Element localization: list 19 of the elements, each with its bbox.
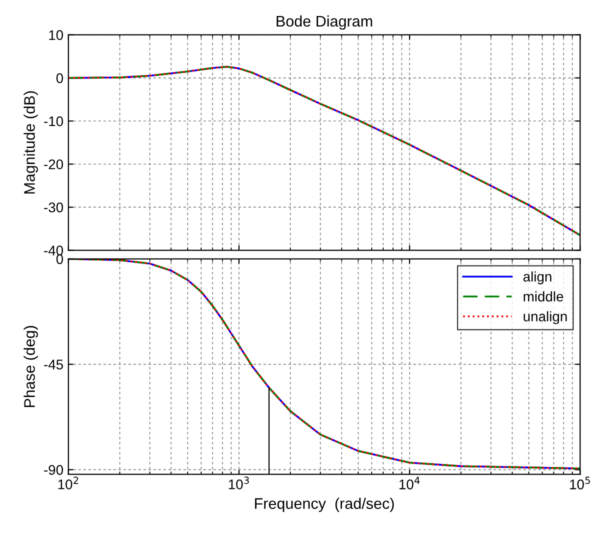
y-axis-title: Magnitude (dB) [24,91,38,194]
y-tick-label: -45 [44,360,63,370]
x-axis-title: Frequency (rad/sec) [255,498,394,512]
y-tick-label: -20 [44,159,64,170]
y-tick-label: 0 [56,73,64,84]
legend-label: align [523,271,552,284]
x-tick-label: 10$^{2}$ [58,476,78,490]
y-tick-label: -40 [44,246,64,256]
chart-title: Bode Diagram [276,15,372,30]
x-tick-label: 10$^{3}$ [228,476,249,490]
y-tick-label: -90 [44,465,64,475]
x-tick-label: 10$^{5}$ [570,476,590,490]
y-tick-label: -30 [44,202,64,212]
x-tick-label: 10$^{4}$ [400,476,420,490]
y-axis-title: Phase (deg) [24,326,38,407]
legend-label: middle [524,291,564,302]
y-tick-label: -10 [44,116,64,126]
y-tick-label: 10 [49,30,64,40]
legend-label: unalign [524,311,567,324]
